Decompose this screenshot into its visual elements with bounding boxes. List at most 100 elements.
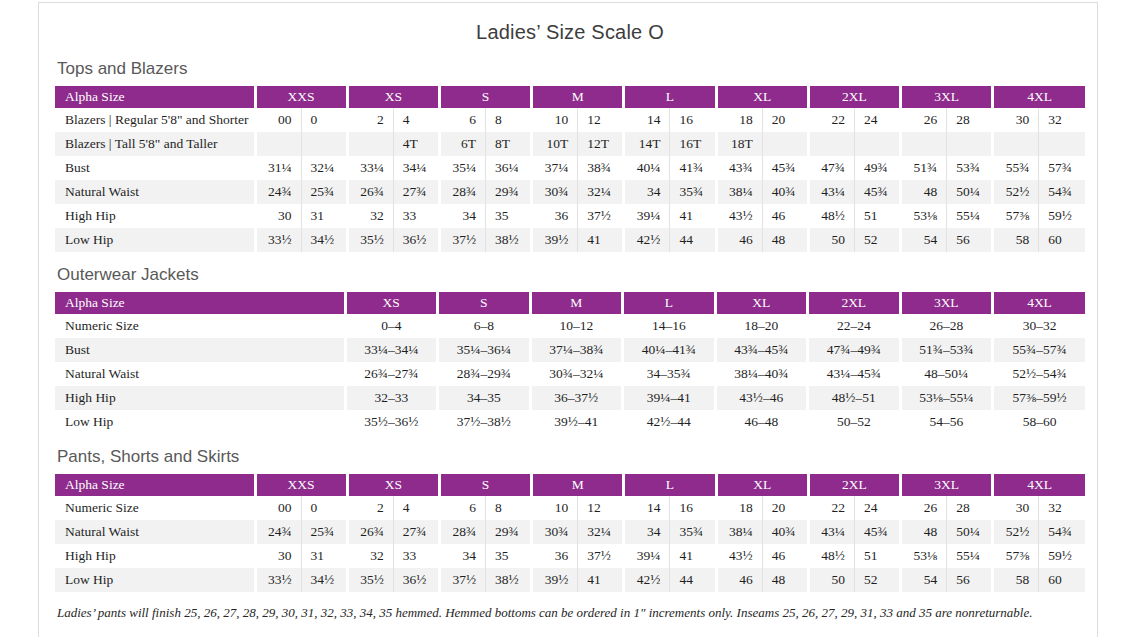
size-value-cell: 00 [255,496,301,520]
size-value-cell [255,132,301,156]
size-value-cell: 22–24 [808,314,901,338]
table-body-tops-and-blazers: Blazers | Regular 5'8" and Shorter000246… [55,108,1085,252]
size-table-tops-and-blazers: Alpha SizeXXSXSSMLXL2XL3XL4XLBlazers | R… [55,86,1085,252]
size-value-cell: 37¼ [532,156,578,180]
size-value-cell: 34–35¾ [623,362,716,386]
size-value-cell: 27¾ [393,180,439,204]
size-value-cell: 54¾ [1039,520,1085,544]
table-head-pants-shorts-and-skirts: Alpha SizeXXSXSSMLXL2XL3XL4XL [55,474,1085,496]
size-value-cell: 35 [486,204,532,228]
size-value-cell: 47¾–49¾ [808,338,901,362]
size-value-cell: 55¼ [947,204,993,228]
size-value-cell: 22 [808,496,854,520]
size-value-cell: 35¼ [439,156,485,180]
size-value-cell: 40¼ [624,156,670,180]
size-value-cell: 42½ [624,568,670,592]
size-value-cell: 6T [439,132,485,156]
size-value-cell: 48 [762,228,808,252]
size-group-header-4xl: 4XL [993,86,1085,108]
size-value-cell: 56 [947,568,993,592]
row-label: High Hip [55,386,345,410]
size-group-header-3xl: 3XL [901,474,993,496]
size-value-cell: 18 [716,496,762,520]
size-value-cell: 26¾–27¾ [345,362,438,386]
table-head-outerwear-jackets: Alpha SizeXSSMLXL2XL3XL4XL [55,292,1085,314]
size-value-cell: 32¼ [578,520,624,544]
size-value-cell: 26¾ [347,520,393,544]
size-value-cell: 60 [1039,228,1085,252]
size-value-cell: 20 [762,496,808,520]
size-group-header-l: L [623,292,716,314]
size-value-cell: 32 [1039,108,1085,132]
alpha-size-header-cell: Alpha Size [55,292,345,314]
size-value-cell: 18–20 [715,314,808,338]
size-value-cell [854,132,900,156]
size-value-cell: 51 [854,204,900,228]
size-value-cell: 30 [255,544,301,568]
size-value-cell: 2 [347,496,393,520]
size-value-cell: 29¾ [486,520,532,544]
size-value-cell: 27¾ [393,520,439,544]
size-value-cell: 8 [486,108,532,132]
size-value-cell: 16T [670,132,716,156]
size-value-cell: 53¾ [947,156,993,180]
size-value-cell: 2 [347,108,393,132]
size-value-cell: 10–12 [530,314,623,338]
size-value-cell: 50 [808,568,854,592]
size-value-cell: 4 [393,496,439,520]
size-value-cell: 54 [901,228,947,252]
table-row: High Hip32–3334–3536–37½39¼–4143½–4648½–… [55,386,1085,410]
alpha-size-header-cell: Alpha Size [55,86,255,108]
size-value-cell: 50–52 [808,410,901,434]
table-body-pants-shorts-and-skirts: Numeric Size0002468101214161820222426283… [55,496,1085,592]
row-label: Natural Waist [55,520,255,544]
size-value-cell: 28¾ [439,520,485,544]
size-value-cell [808,132,854,156]
size-value-cell: 52½–54¾ [993,362,1086,386]
size-value-cell: 20 [762,108,808,132]
size-group-header-xxs: XXS [255,474,347,496]
size-value-cell: 30 [255,204,301,228]
size-value-cell: 43¼ [808,180,854,204]
size-value-cell: 25¾ [301,180,347,204]
table-row: Natural Waist24¾25¾26¾27¾28¾29¾30¾32¼343… [55,180,1085,204]
section-outerwear-jackets: Outerwear JacketsAlpha SizeXSSMLXL2XL3XL… [55,265,1085,434]
size-value-cell: 0 [301,496,347,520]
size-group-header-2xl: 2XL [808,292,901,314]
size-value-cell: 40¾ [762,520,808,544]
size-value-cell [1039,132,1085,156]
size-value-cell: 43¾ [716,156,762,180]
size-value-cell: 37½ [439,228,485,252]
size-value-cell: 12 [578,108,624,132]
size-value-cell: 41 [578,228,624,252]
row-label: High Hip [55,544,255,568]
size-group-header-3xl: 3XL [901,86,993,108]
header-row: Alpha SizeXXSXSSMLXL2XL3XL4XL [55,86,1085,108]
size-value-cell: 14 [624,108,670,132]
size-value-cell: 39½ [532,568,578,592]
size-value-cell: 26–28 [900,314,993,338]
size-value-cell: 33½ [255,228,301,252]
size-value-cell: 36–37½ [530,386,623,410]
size-value-cell: 30–32 [993,314,1086,338]
section-title-pants-shorts-and-skirts: Pants, Shorts and Skirts [57,447,1085,467]
size-value-cell: 46–48 [715,410,808,434]
size-value-cell: 43¾–45¾ [715,338,808,362]
size-value-cell: 46 [762,204,808,228]
size-group-header-l: L [624,474,716,496]
table-body-outerwear-jackets: Numeric Size0–46–810–1214–1618–2022–2426… [55,314,1085,434]
size-value-cell: 30¾–32¼ [530,362,623,386]
size-group-header-2xl: 2XL [808,86,900,108]
size-value-cell: 8 [486,496,532,520]
size-value-cell: 14T [624,132,670,156]
table-row: Blazers | Tall 5'8" and Taller4T6T8T10T1… [55,132,1085,156]
size-value-cell: 35¾ [670,520,716,544]
size-value-cell: 34 [624,180,670,204]
size-value-cell: 45¾ [762,156,808,180]
size-value-cell: 57⅜ [993,544,1039,568]
row-label: Natural Waist [55,180,255,204]
section-title-tops-and-blazers: Tops and Blazers [57,59,1085,79]
size-group-header-xs: XS [347,86,439,108]
size-value-cell: 6 [439,496,485,520]
size-group-header-s: S [439,86,531,108]
